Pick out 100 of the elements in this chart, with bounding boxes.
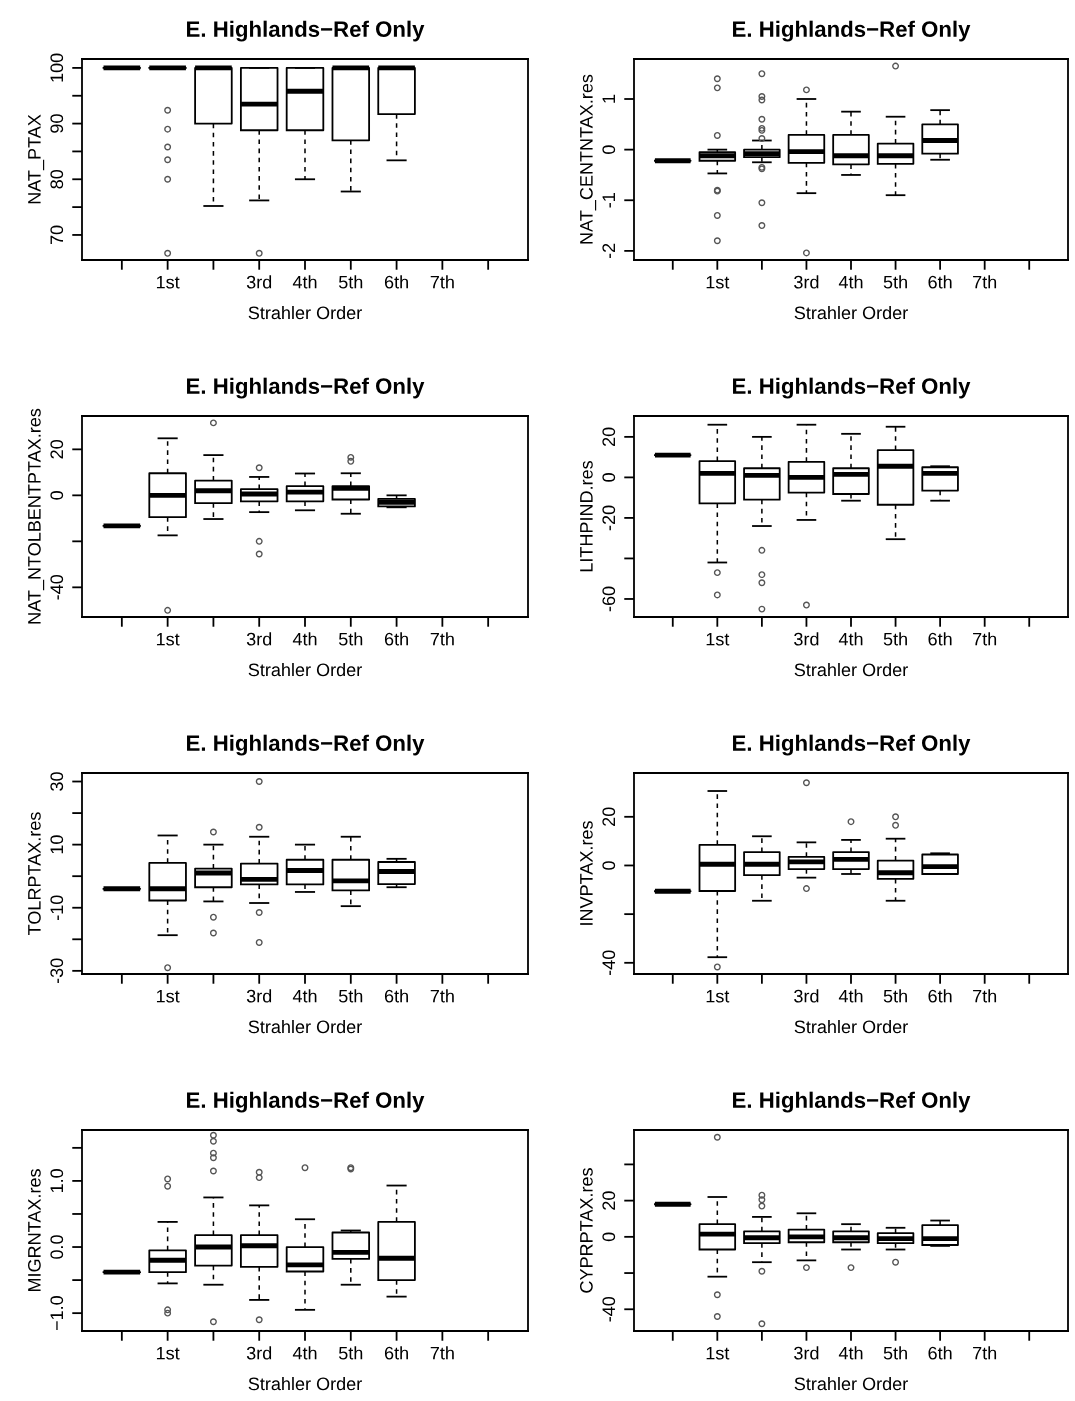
- y-tick-label: -40: [602, 1296, 616, 1322]
- y-axis-title: NAT_PTAX: [28, 114, 45, 204]
- chart-title: E. Highlands−Ref Only: [187, 377, 425, 399]
- x-tick-label: 1st: [156, 989, 180, 1003]
- chart-title: E. Highlands−Ref Only: [733, 377, 971, 399]
- y-tick-label: 1.0: [50, 1169, 64, 1193]
- x-tick-label: 6th: [384, 1346, 408, 1360]
- y-tick-label: -60: [602, 586, 616, 612]
- x-tick-label: 5th: [338, 989, 363, 1003]
- y-axis-title: LITHPIND.res: [580, 460, 593, 572]
- x-tick-label: 6th: [928, 989, 952, 1003]
- x-tick-label: 3rd: [794, 632, 819, 646]
- x-tick-label: 7th: [430, 1346, 454, 1360]
- y-axis-title: INVPTAX.res: [580, 821, 593, 925]
- x-axis-title: Strahler Order: [794, 663, 908, 677]
- y-tick-label: 0.0: [50, 1235, 64, 1259]
- x-tick-label: 4th: [838, 1346, 863, 1360]
- x-tick-label: 5th: [883, 632, 907, 646]
- x-tick-label: 6th: [384, 275, 408, 289]
- x-tick-label: 5th: [883, 989, 907, 1003]
- x-tick-label: 4th: [838, 275, 863, 289]
- x-tick-label: 6th: [928, 275, 952, 289]
- y-tick-label: 0: [602, 861, 616, 870]
- chart-title: E. Highlands−Ref Only: [187, 1091, 425, 1113]
- y-tick-label: 10: [50, 835, 64, 854]
- x-axis-title: Strahler Order: [248, 1020, 362, 1034]
- y-axis-title: MIGRNTAX.res: [27, 1169, 41, 1292]
- y-tick-label: 20: [50, 440, 64, 459]
- y-axis-title: NAT_NTOLBENTPTAX.res: [27, 408, 45, 624]
- x-tick-label: 4th: [838, 989, 863, 1003]
- x-axis-title: Strahler Order: [794, 1020, 908, 1034]
- x-tick-label: 4th: [292, 632, 317, 646]
- y-tick-label: 20: [602, 807, 616, 826]
- x-tick-label: 1st: [706, 1346, 730, 1360]
- x-tick-label: 7th: [973, 989, 997, 1003]
- y-tick-label: −1.0: [50, 1296, 64, 1331]
- y-tick-label: 80: [50, 169, 64, 189]
- y-tick-label: 20: [602, 1191, 616, 1210]
- y-tick-label: -20: [602, 505, 616, 531]
- x-axis-title: Strahler Order: [248, 663, 362, 677]
- x-tick-label: 5th: [338, 632, 363, 646]
- x-tick-label: 5th: [883, 275, 907, 289]
- x-axis-title: Strahler Order: [794, 306, 908, 320]
- y-axis-title: CYPRPTAX.res: [579, 1168, 593, 1293]
- chart-title: E. Highlands−Ref Only: [187, 734, 425, 756]
- x-tick-label: 4th: [292, 1346, 317, 1360]
- x-tick-label: 4th: [838, 632, 863, 646]
- y-tick-label: 100: [50, 53, 64, 82]
- y-tick-label: -40: [50, 574, 64, 600]
- x-tick-label: 1st: [706, 275, 730, 289]
- x-tick-label: 1st: [156, 1346, 180, 1360]
- x-tick-label: 3rd: [246, 275, 272, 289]
- y-tick-label: 20: [602, 427, 616, 446]
- y-tick-label: 0: [602, 473, 616, 482]
- chart-title: E. Highlands−Ref Only: [187, 20, 425, 42]
- y-tick-label: 70: [50, 225, 64, 245]
- chart-title: E. Highlands−Ref Only: [733, 1091, 971, 1113]
- x-tick-label: 4th: [292, 989, 317, 1003]
- y-tick-label: -40: [602, 950, 616, 976]
- x-axis-title: Strahler Order: [794, 1377, 908, 1391]
- x-tick-label: 1st: [156, 275, 180, 289]
- x-tick-label: 1st: [156, 632, 180, 646]
- x-tick-label: 6th: [928, 1346, 952, 1360]
- x-tick-label: 1st: [706, 632, 730, 646]
- y-tick-label: 1: [602, 94, 615, 103]
- y-axis-title: TOLRPTAX.res: [27, 812, 41, 935]
- y-axis-title: NAT_CENTNTAX.res: [579, 74, 597, 244]
- x-tick-label: 6th: [384, 989, 408, 1003]
- x-tick-label: 4th: [292, 275, 317, 289]
- chart-title: E. Highlands−Ref Only: [733, 20, 971, 42]
- x-tick-label: 3rd: [246, 632, 272, 646]
- x-tick-label: 7th: [430, 632, 454, 646]
- y-tick-label: 30: [50, 772, 64, 791]
- chart-title: E. Highlands−Ref Only: [733, 734, 971, 756]
- x-tick-label: 5th: [338, 1346, 363, 1360]
- x-tick-label: 5th: [883, 1346, 907, 1360]
- x-tick-label: 7th: [973, 1346, 997, 1360]
- x-tick-label: 7th: [430, 275, 454, 289]
- y-tick-label: -2: [602, 243, 615, 259]
- x-tick-label: 7th: [430, 989, 454, 1003]
- x-tick-label: 1st: [706, 989, 730, 1003]
- x-tick-label: 6th: [384, 632, 408, 646]
- x-tick-label: 7th: [973, 632, 997, 646]
- x-tick-label: 5th: [338, 275, 363, 289]
- y-tick-label: 0: [602, 1232, 616, 1242]
- x-tick-label: 3rd: [246, 1346, 272, 1360]
- y-tick-label: -1: [602, 193, 615, 208]
- x-tick-label: 3rd: [794, 1346, 819, 1360]
- x-tick-label: 3rd: [794, 989, 819, 1003]
- x-tick-label: 3rd: [794, 275, 819, 289]
- y-tick-label: 90: [50, 114, 64, 133]
- x-tick-label: 3rd: [246, 989, 272, 1003]
- x-axis-title: Strahler Order: [248, 306, 362, 320]
- y-tick-label: 0: [50, 491, 64, 500]
- x-tick-label: 7th: [973, 275, 997, 289]
- y-tick-label: -30: [50, 958, 64, 984]
- y-tick-label: 0: [602, 145, 616, 154]
- x-axis-title: Strahler Order: [248, 1377, 362, 1391]
- y-tick-label: -10: [50, 895, 64, 920]
- x-tick-label: 6th: [928, 632, 952, 646]
